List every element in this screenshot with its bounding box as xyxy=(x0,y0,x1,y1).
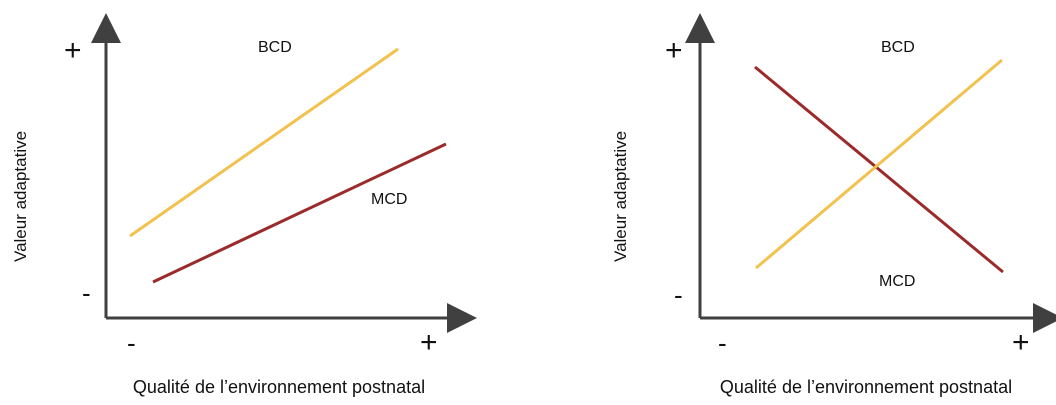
bcd-label: BCD xyxy=(881,39,915,56)
x-plus-sign: + xyxy=(1012,326,1030,359)
x-axis-label: Qualité de l’environnement postnatal xyxy=(719,377,1013,397)
mcd-line xyxy=(754,65,1004,274)
mcd-label: MCD xyxy=(879,273,916,290)
mcd-line xyxy=(152,142,447,284)
x-axis-label: Qualité de l’environnement postnatal xyxy=(132,377,426,397)
y-axis-label: Valeur adaptative xyxy=(611,130,630,262)
bcd-label: BCD xyxy=(258,39,292,56)
y-minus-sign: - xyxy=(82,278,91,308)
diagram-left: + - - + BCD MCD Valeur adaptative Qualit… xyxy=(11,13,477,397)
diagram-right-canvas xyxy=(685,13,1056,333)
x-minus-sign: - xyxy=(718,328,727,358)
y-minus-sign: - xyxy=(674,280,683,310)
y-plus-sign: + xyxy=(665,34,683,67)
bcd-line xyxy=(755,58,1003,270)
x-plus-sign: + xyxy=(420,326,438,359)
diagram-right: + - - + BCD MCD Valeur adaptative Qualit… xyxy=(528,0,1056,405)
y-plus-sign: + xyxy=(64,34,82,67)
bcd-line xyxy=(129,47,399,238)
x-minus-sign: - xyxy=(127,328,136,358)
y-axis-label: Valeur adaptative xyxy=(11,130,30,262)
mcd-label: MCD xyxy=(371,191,408,208)
diagram-left-canvas xyxy=(91,13,477,333)
